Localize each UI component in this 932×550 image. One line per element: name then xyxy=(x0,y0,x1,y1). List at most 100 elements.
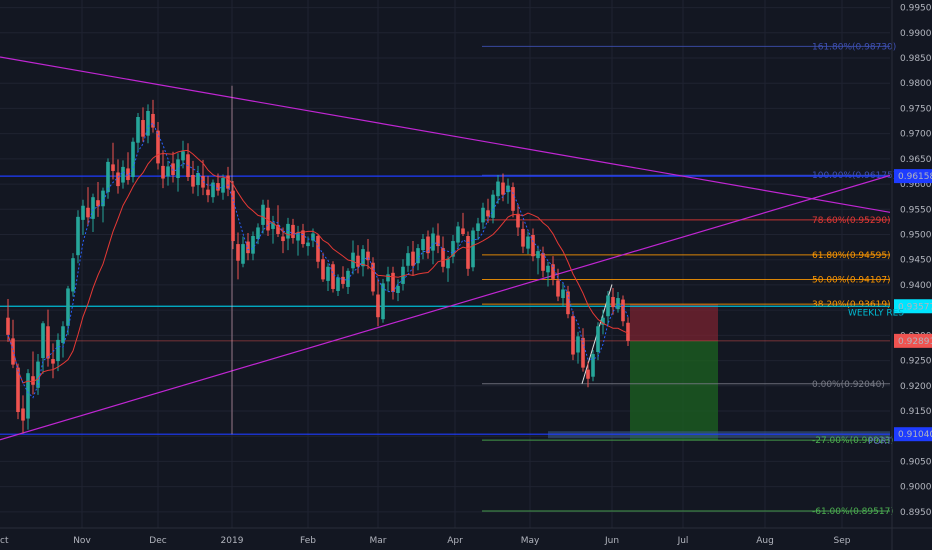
candle-body xyxy=(416,248,420,264)
candle-body xyxy=(401,266,405,284)
price-tags: 0.96158 0.93577 0.92891 0.91040 xyxy=(894,169,932,442)
fib-label: 78.60%(0.95290) xyxy=(812,216,891,226)
candle-body xyxy=(191,174,195,187)
candle-body xyxy=(96,200,100,207)
candle-body xyxy=(481,207,485,223)
candle-body xyxy=(501,182,505,195)
x-tick-label: Apr xyxy=(447,536,463,546)
x-tick-label: 2019 xyxy=(221,536,244,546)
x-tick-label: Jul xyxy=(677,536,689,546)
candle-body xyxy=(241,244,245,264)
candle-body xyxy=(486,210,490,217)
candle-body xyxy=(41,323,45,359)
support-label: PORT xyxy=(868,437,892,447)
candle-body xyxy=(371,262,375,292)
candle-body xyxy=(6,317,10,335)
candle-body xyxy=(331,264,335,289)
fib-label: 0.00%(0.92040) xyxy=(812,380,885,390)
candle-body xyxy=(131,141,135,178)
candle-body xyxy=(346,270,350,287)
candle-body xyxy=(566,291,570,315)
candle-body xyxy=(471,230,475,268)
candle-body xyxy=(516,213,520,228)
price-tag-label: 0.91040 xyxy=(898,430,932,440)
candle-body xyxy=(251,236,255,254)
candle-body xyxy=(166,166,170,177)
candle-body xyxy=(126,168,130,181)
trendlines xyxy=(0,56,891,441)
price-tag xyxy=(894,427,932,442)
candle-body xyxy=(581,337,585,368)
candle-body xyxy=(221,178,225,193)
candle-body xyxy=(446,258,450,269)
candle-body xyxy=(151,113,155,128)
candle-body xyxy=(391,272,395,292)
candle-body xyxy=(451,241,455,257)
candle-body xyxy=(61,326,65,343)
candle-body xyxy=(296,232,300,241)
candle-body xyxy=(301,230,305,245)
candle-body xyxy=(406,253,410,266)
price-tag-label: 0.92891 xyxy=(898,337,932,347)
candle-body xyxy=(621,299,625,322)
fib-label: 50.00%(0.94107) xyxy=(812,276,891,286)
candle-body xyxy=(161,165,165,179)
candle-body xyxy=(141,120,145,137)
candle-body xyxy=(476,223,480,231)
candle-body xyxy=(271,222,275,229)
candle-body xyxy=(616,298,620,310)
price-tag-label: 0.96158 xyxy=(898,172,932,182)
x-tick-label: May xyxy=(521,536,540,546)
y-tick-label: 0.89500 xyxy=(900,508,932,518)
candle-body xyxy=(81,205,85,220)
price-tag xyxy=(894,299,932,314)
price-tag-label: 0.93577 xyxy=(898,302,932,312)
candle-body xyxy=(156,130,160,164)
candle-body xyxy=(181,151,185,161)
candle-body xyxy=(26,373,30,419)
weekly-res-label: WEEKLY RES xyxy=(848,308,904,318)
candle-body xyxy=(201,176,205,188)
candle-body xyxy=(361,249,365,267)
candle-body xyxy=(426,236,430,254)
candle-body xyxy=(601,317,605,325)
candle-body xyxy=(86,207,90,218)
moving-averages xyxy=(7,122,629,399)
candle-body xyxy=(281,236,285,242)
candle-body xyxy=(606,295,610,317)
candle-body xyxy=(46,326,50,359)
x-tick-label: Sep xyxy=(834,536,851,546)
x-tick-label: ct xyxy=(0,536,9,546)
candle-body xyxy=(16,367,20,413)
time-axis[interactable]: ct Nov Dec 2019 Feb Mar Apr May Jun Jul Aug Sep xyxy=(0,527,932,546)
candle-body xyxy=(91,197,95,219)
candle-body xyxy=(101,190,105,207)
candle-body xyxy=(196,172,200,186)
candle-body xyxy=(386,274,390,282)
candle-body xyxy=(611,297,615,308)
candle-body xyxy=(351,252,355,269)
candle-body xyxy=(206,189,210,196)
candle-body xyxy=(106,161,110,193)
candle-body xyxy=(321,259,325,280)
candle-body xyxy=(266,207,270,231)
candle-body xyxy=(111,164,115,171)
candle-body xyxy=(421,239,425,251)
candle-body xyxy=(586,369,590,379)
moving-average-slow xyxy=(7,149,629,384)
price-tag xyxy=(894,333,932,348)
candle-body xyxy=(216,183,220,191)
